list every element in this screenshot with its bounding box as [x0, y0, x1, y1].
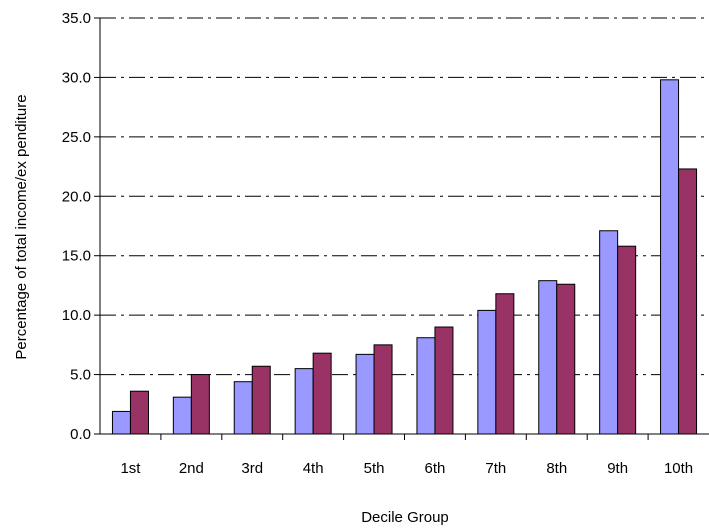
bar-series-2-4th: [312, 352, 332, 435]
x-tick-labels: 1st 2nd 3rd 4th 5th 6th 7th 8th 9th 10th: [120, 460, 693, 477]
y-tick-label: 30.0: [62, 69, 91, 86]
bar-series-2-5th: [373, 344, 393, 435]
x-tick-label: 8th: [546, 460, 567, 477]
x-tick-label: 6th: [425, 460, 446, 477]
bar-series-1-7th: [477, 309, 497, 435]
bars: [111, 79, 698, 435]
y-tick-labels: 0.0 5.0 10.0 15.0 20.0 25.0 30.0 35.0: [62, 10, 91, 443]
x-tick-label: 4th: [303, 460, 324, 477]
y-tick-label: 35.0: [62, 10, 91, 27]
x-tick-label: 5th: [364, 460, 385, 477]
y-tick-label: 10.0: [62, 307, 91, 324]
x-tick-label: 9th: [607, 460, 628, 477]
bar-series-2-7th: [495, 293, 515, 435]
bar-series-2-2nd: [190, 374, 210, 435]
x-tick-label: 3rd: [241, 460, 263, 477]
y-tick-label: 0.0: [70, 426, 91, 443]
bar-series-2-9th: [617, 245, 637, 435]
bar-series-2-6th: [434, 326, 454, 435]
bar-series-1-1st: [111, 410, 131, 435]
x-tick-label: 10th: [664, 460, 693, 477]
y-tick-label: 15.0: [62, 248, 91, 265]
gridlines: [100, 17, 709, 376]
x-tick-label: 2nd: [179, 460, 204, 477]
axes: [94, 17, 709, 440]
x-axis-label: Decile Group: [361, 509, 449, 526]
bar-series-1-10th: [660, 79, 680, 435]
bar-series-1-6th: [416, 337, 436, 435]
y-tick-label: 20.0: [62, 188, 91, 205]
y-tick-label: 5.0: [70, 367, 91, 384]
y-tick-label: 25.0: [62, 129, 91, 146]
bar-series-1-8th: [538, 280, 558, 435]
bar-series-1-2nd: [172, 396, 192, 435]
bar-series-2-3rd: [251, 365, 271, 435]
bar-series-2-8th: [556, 283, 576, 435]
bar-series-1-9th: [599, 230, 619, 435]
bar-series-2-10th: [678, 168, 698, 435]
bar-series-1-4th: [294, 368, 314, 435]
x-tick-label: 7th: [485, 460, 506, 477]
bar-series-1-3rd: [233, 381, 253, 435]
y-axis-label: Percentage of total income/ex penditure: [13, 94, 30, 359]
bar-series-1-5th: [355, 353, 375, 435]
x-tick-label: 1st: [120, 460, 141, 477]
bar-series-2-1st: [129, 390, 149, 435]
